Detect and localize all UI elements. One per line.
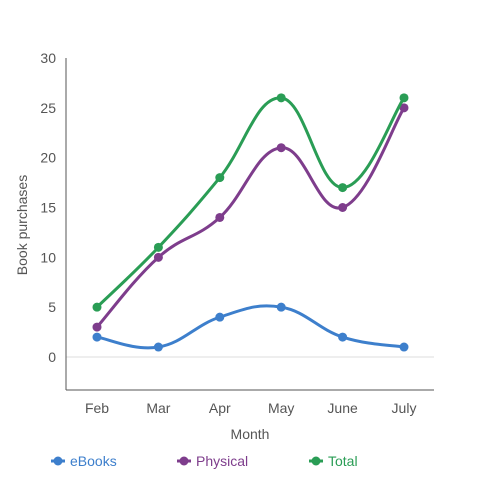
y-axis-title: Book purchases xyxy=(14,175,30,275)
total-point xyxy=(399,93,409,103)
ebooks-point xyxy=(215,312,225,322)
legend-label: Physical xyxy=(196,453,248,469)
legend-swatch-dot xyxy=(311,456,321,466)
series-ebooks xyxy=(92,302,409,352)
x-tick-labels: Feb Mar Apr May June July xyxy=(85,400,417,416)
series-physical xyxy=(92,103,409,332)
x-axis-title: Month xyxy=(231,426,270,442)
ebooks-point xyxy=(153,342,163,352)
y-tick-label: 0 xyxy=(48,349,56,365)
legend-item-physical[interactable]: Physical xyxy=(177,453,248,469)
ebooks-point xyxy=(338,332,348,342)
ebooks-point xyxy=(399,342,409,352)
y-tick-label: 5 xyxy=(48,299,56,315)
y-tick-labels: 0 5 10 15 20 25 30 xyxy=(40,50,56,365)
x-tick-label: Mar xyxy=(146,400,170,416)
legend: eBooks Physical Total xyxy=(51,453,358,469)
legend-item-ebooks[interactable]: eBooks xyxy=(51,453,117,469)
physical-point xyxy=(276,143,286,153)
y-tick-label: 30 xyxy=(40,50,56,66)
ebooks-line xyxy=(96,304,405,350)
total-point xyxy=(276,93,286,103)
legend-label: eBooks xyxy=(70,453,117,469)
total-point xyxy=(338,183,348,193)
physical-point xyxy=(215,212,225,222)
legend-swatch-dot xyxy=(179,456,189,466)
legend-label: Total xyxy=(328,453,358,469)
physical-point xyxy=(399,103,409,113)
x-tick-label: Feb xyxy=(85,400,109,416)
y-tick-label: 15 xyxy=(40,200,56,216)
x-tick-label: July xyxy=(392,400,417,416)
axes xyxy=(65,58,434,391)
total-line xyxy=(95,96,406,309)
series-lines xyxy=(92,93,409,352)
total-point xyxy=(153,242,163,252)
physical-point xyxy=(338,203,348,212)
legend-swatch-dot xyxy=(53,456,63,466)
x-tick-label: Apr xyxy=(209,400,231,416)
physical-point xyxy=(92,322,102,332)
ebooks-point xyxy=(276,302,286,312)
y-tick-label: 25 xyxy=(40,100,56,116)
x-tick-label: June xyxy=(327,400,358,416)
total-point xyxy=(92,302,102,312)
ebooks-point xyxy=(92,332,102,342)
y-tick-label: 20 xyxy=(40,150,56,166)
legend-item-total[interactable]: Total xyxy=(309,453,358,469)
series-total xyxy=(92,93,409,312)
physical-line xyxy=(95,107,406,329)
physical-point xyxy=(153,252,163,262)
x-tick-label: May xyxy=(268,400,294,416)
total-point xyxy=(215,173,225,183)
y-tick-label: 10 xyxy=(40,249,56,265)
